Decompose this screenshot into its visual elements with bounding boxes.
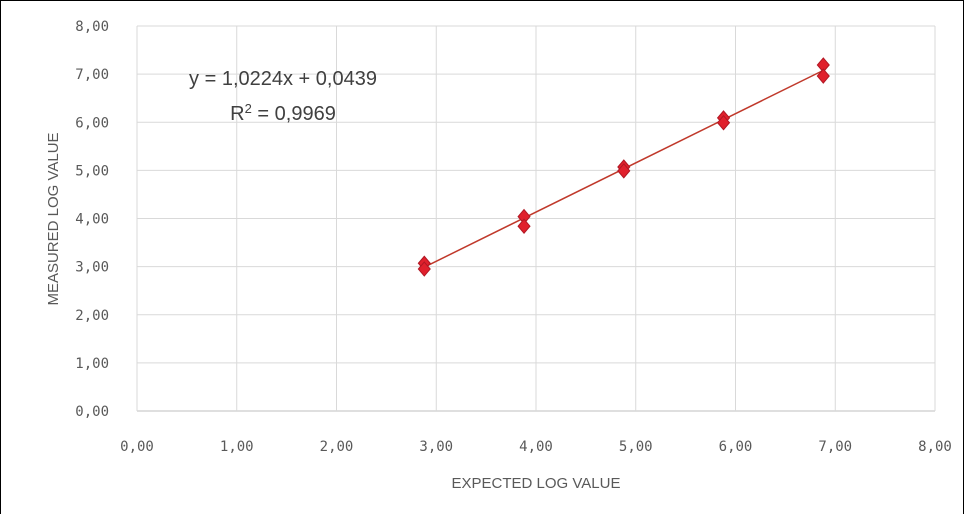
y-tick-label: 7,00 xyxy=(75,67,109,83)
y-tick-label: 8,00 xyxy=(75,19,109,35)
y-tick-label: 1,00 xyxy=(75,356,109,372)
data-point xyxy=(816,68,830,84)
data-point xyxy=(716,114,731,131)
r-squared-prefix: R xyxy=(230,103,244,125)
y-tick-label: 3,00 xyxy=(75,260,109,276)
y-tick-label: 0,00 xyxy=(75,404,109,420)
x-tick-label: 8,00 xyxy=(918,439,952,455)
y-tick-label: 2,00 xyxy=(75,308,109,324)
trendline-equation: y = 1,0224x + 0,0439 xyxy=(189,68,377,90)
x-tick-label: 5,00 xyxy=(619,439,653,455)
y-axis-title: MEASURED LOG VALUE xyxy=(45,132,62,305)
data-points xyxy=(417,57,830,277)
x-tick-label: 3,00 xyxy=(419,439,453,455)
y-tick-label: 6,00 xyxy=(75,115,109,131)
x-tick-labels: 0,00 1,00 2,00 3,00 4,00 5,00 6,00 7,00 8,00 xyxy=(120,439,952,455)
x-tick-label: 6,00 xyxy=(719,439,753,455)
data-point xyxy=(617,163,631,179)
data-point xyxy=(517,218,531,234)
x-tick-label: 2,00 xyxy=(320,439,354,455)
r-squared-exponent: 2 xyxy=(245,101,252,116)
y-tick-label: 4,00 xyxy=(75,212,109,228)
x-axis-title: EXPECTED LOG VALUE xyxy=(452,475,621,492)
x-tick-label: 0,00 xyxy=(120,439,154,455)
y-tick-labels: 0,00 1,00 2,00 3,00 4,00 5,00 6,00 7,00 8,00 xyxy=(75,19,109,420)
y-tick-label: 5,00 xyxy=(75,163,109,179)
r-squared-value: = 0,9969 xyxy=(252,103,336,125)
grid-lines xyxy=(136,25,936,412)
x-tick-label: 4,00 xyxy=(519,439,553,455)
r-squared-label: R2 = 0,9969 xyxy=(230,101,336,126)
x-tick-label: 1,00 xyxy=(220,439,254,455)
data-point xyxy=(417,261,431,277)
x-tick-label: 7,00 xyxy=(818,439,852,455)
